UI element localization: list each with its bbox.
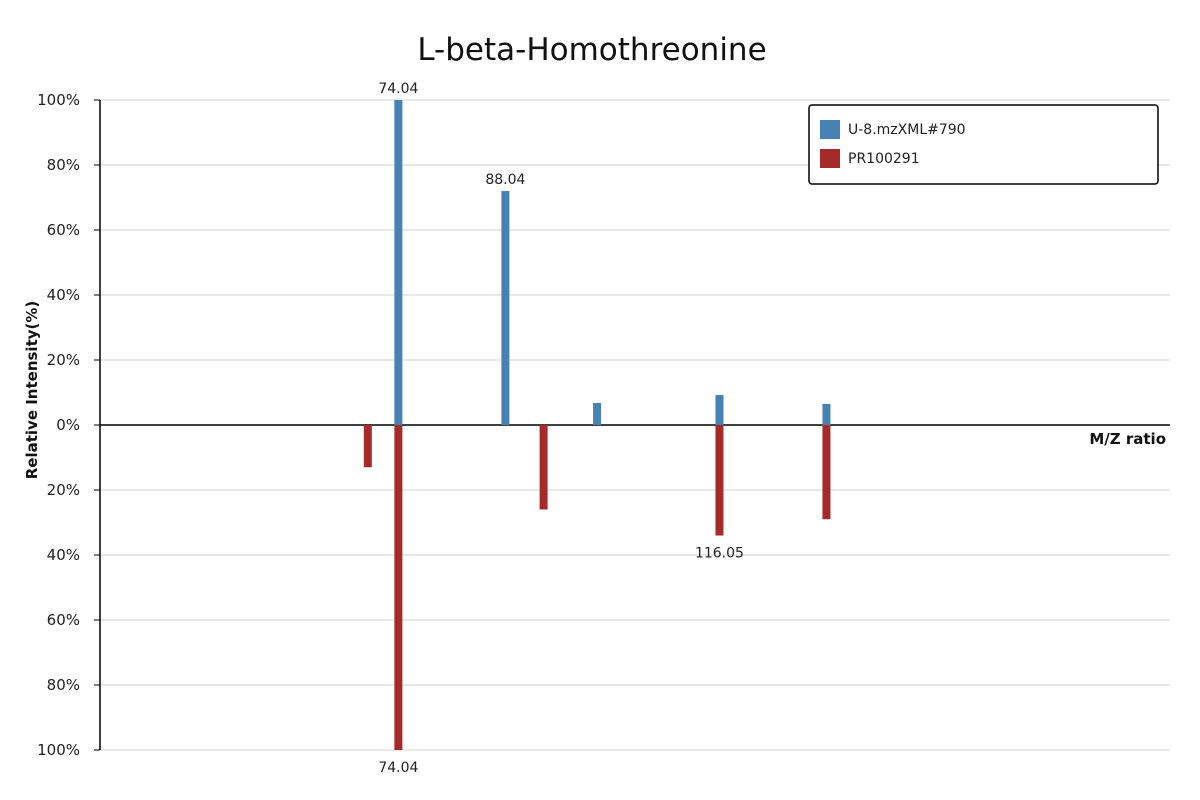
peak-bar-u-8-mzxml-790-130-05 (822, 403, 831, 425)
grid-lines (100, 99, 1170, 751)
y-tick-label-0: 0% (56, 416, 80, 434)
peak-bar-pr100291-70-04 (363, 425, 372, 468)
legend-label-pr100291: PR100291 (848, 151, 920, 167)
y-tick-label-neg-60: 60% (47, 611, 80, 629)
peak-label-pr100291-74-04: 74.04 (378, 760, 418, 776)
y-axis-label: Relative Intensity(%) (23, 301, 41, 480)
peak-labels: 74.04 88.04 74.04 116.05 (378, 81, 744, 776)
legend: U-8.mzXML#790 PR100291 (808, 104, 1159, 185)
x-axis-label: M/Z ratio (1089, 430, 1166, 448)
peak-bar-u-8-mzxml-790-88-04 (501, 191, 510, 425)
peak-bar-pr100291-130-05 (822, 425, 831, 520)
y-tick-label-80: 80% (47, 156, 80, 174)
y-tick-label-neg-20: 20% (47, 481, 80, 499)
y-tick-label-neg-80: 80% (47, 676, 80, 694)
y-tick-label-neg-40: 40% (47, 546, 80, 564)
y-tick-label-20: 20% (47, 351, 80, 369)
peak-bar-u-8-mzxml-790-74-04 (394, 100, 403, 425)
chart-title: L-beta-Homothreonine (417, 32, 766, 68)
legend-box (808, 104, 1159, 185)
y-tick-label-neg-100: 100% (37, 741, 80, 759)
legend-swatch-u8 (820, 120, 840, 139)
peak-bar-pr100291-74-04 (394, 425, 403, 750)
peak-label-u-8-mzxml-790-88-04: 88.04 (485, 172, 525, 188)
peak-bar-u-8-mzxml-790-116-05 (715, 395, 724, 425)
y-tick-label-40: 40% (47, 286, 80, 304)
y-tick-label-100: 100% (37, 91, 80, 109)
peak-label-pr100291-116-05: 116.05 (695, 546, 744, 562)
legend-label-u8: U-8.mzXML#790 (848, 122, 966, 138)
legend-swatch-pr100291 (820, 149, 840, 168)
peak-bars (363, 100, 831, 750)
y-tick-label-60: 60% (47, 221, 80, 239)
axes: 100% 80% 60% 40% 20% 0% 20% 40% 60% 80% 100% (37, 91, 1170, 759)
peak-bar-pr100291-93-04 (539, 425, 548, 510)
peak-label-u-8-mzxml-790-74-04: 74.04 (378, 81, 418, 97)
peak-bar-pr100291-116-05 (715, 425, 724, 536)
peak-bar-u-8-mzxml-790-100-04 (593, 402, 602, 425)
